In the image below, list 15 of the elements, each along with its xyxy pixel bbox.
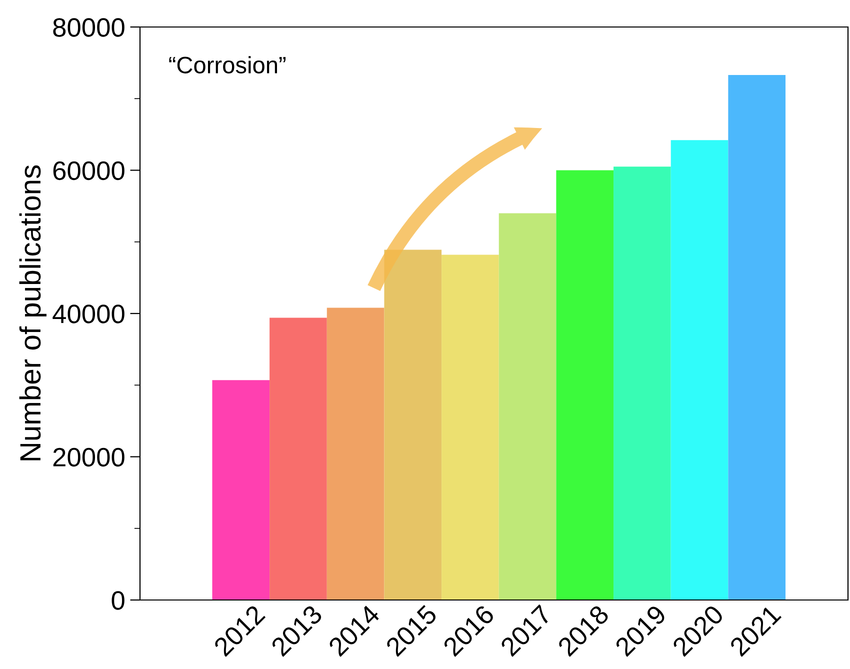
y-tick-label: 0 bbox=[112, 591, 124, 610]
bar bbox=[326, 308, 384, 600]
bar bbox=[212, 380, 270, 600]
bar bbox=[670, 140, 728, 600]
y-axis-title: Number of publications bbox=[19, 165, 46, 460]
bar bbox=[556, 170, 614, 600]
y-tick-label: 80000 bbox=[53, 18, 124, 37]
bar bbox=[728, 74, 786, 600]
annotation: “Corrosion” bbox=[169, 56, 286, 74]
y-tick-label: 60000 bbox=[53, 161, 124, 180]
bar bbox=[270, 318, 327, 600]
bar bbox=[442, 254, 499, 600]
y-tick-label: 20000 bbox=[53, 448, 124, 467]
y-tick-label: 40000 bbox=[52, 304, 124, 324]
bar bbox=[614, 166, 671, 600]
